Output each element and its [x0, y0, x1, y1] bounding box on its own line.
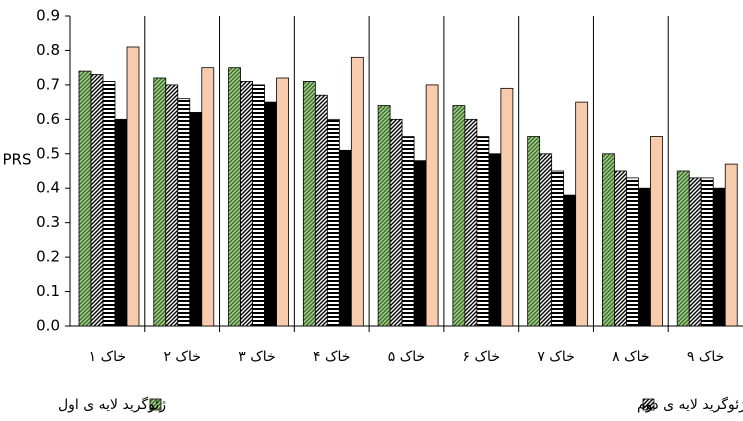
- bar: [240, 81, 253, 327]
- bar: [78, 70, 92, 327]
- y-tick-label: 0.1: [36, 282, 60, 300]
- y-tick-label: 0.7: [36, 75, 60, 93]
- y-tick-label: 0.3: [36, 213, 60, 231]
- bar: [700, 177, 714, 327]
- x-tick-label: خاک ۷: [537, 349, 574, 365]
- legend-swatch: [642, 398, 655, 411]
- y-tick-label: 0.4: [36, 179, 60, 197]
- bar: [425, 84, 439, 327]
- bar: [350, 56, 364, 327]
- bar: [575, 101, 589, 327]
- x-tick-label: خاک ۹: [687, 349, 724, 365]
- y-tick-label: 0.6: [36, 110, 60, 128]
- legend-label: ژئوگرید لایه ی اول: [58, 396, 166, 413]
- bar: [252, 84, 265, 327]
- y-tick-label: 0.5: [36, 144, 60, 162]
- bar: [551, 170, 565, 327]
- bar: [90, 74, 104, 327]
- bar: [413, 160, 427, 327]
- x-tick-label: خاک ۳: [238, 349, 275, 365]
- bar: [488, 153, 502, 327]
- y-tick-label: 0.8: [36, 41, 60, 59]
- x-tick-label: خاک ۸: [612, 349, 649, 365]
- x-tick-label: خاک ۴: [313, 349, 350, 365]
- y-tick-label: 0.0: [36, 317, 60, 335]
- bar: [389, 118, 403, 327]
- bar: [614, 170, 627, 327]
- bar: [165, 84, 179, 327]
- bar: [724, 163, 738, 327]
- bar: [276, 77, 289, 327]
- bar: [539, 153, 553, 327]
- x-tick-label: خاک ۱: [89, 349, 126, 365]
- bar: [602, 153, 615, 327]
- x-tick-label: خاک ۲: [163, 349, 200, 365]
- y-axis-label: PRS: [3, 151, 32, 169]
- bar: [688, 177, 702, 327]
- bar: [326, 118, 340, 327]
- bar: [264, 101, 277, 327]
- y-tick-label: 0.9: [36, 7, 60, 25]
- bar: [500, 87, 514, 327]
- bar: [102, 81, 116, 327]
- bar: [377, 105, 391, 327]
- legend-label: ژئوگرید لایه ی دوم: [637, 396, 743, 413]
- bar: [126, 46, 140, 327]
- bar: [228, 67, 241, 327]
- bar: [626, 177, 639, 327]
- bar: [527, 136, 541, 327]
- bar: [650, 136, 663, 327]
- bar: [712, 187, 726, 327]
- x-tick-label: خاک ۵: [388, 349, 425, 365]
- x-tick-label: خاک ۶: [463, 349, 500, 365]
- bar: [464, 118, 478, 327]
- bar: [563, 194, 577, 327]
- bar: [476, 136, 490, 327]
- bar: [676, 170, 690, 327]
- bar: [153, 77, 167, 327]
- bar: [338, 149, 352, 327]
- y-tick-label: 0.2: [36, 248, 60, 266]
- bar: [302, 81, 316, 327]
- bar: [177, 98, 191, 327]
- legend-swatch: [149, 398, 162, 411]
- bar: [401, 136, 415, 327]
- bar: [638, 187, 651, 327]
- bar: [189, 112, 203, 327]
- bar: [201, 67, 215, 327]
- bar: [314, 94, 328, 327]
- bar: [114, 118, 128, 327]
- bar: [452, 105, 466, 327]
